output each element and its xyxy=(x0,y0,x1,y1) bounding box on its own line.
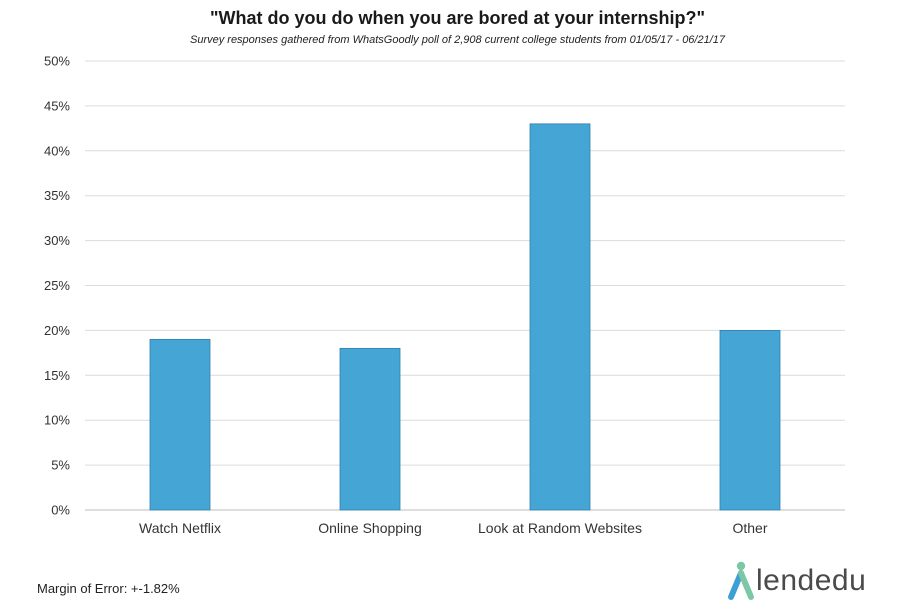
bar xyxy=(719,329,781,511)
y-tick-label: 10% xyxy=(44,413,70,428)
x-axis: Watch Netflix Online Shopping Look at Rand… xyxy=(139,520,768,536)
y-tick-label: 50% xyxy=(44,54,70,69)
y-tick-label: 40% xyxy=(44,143,70,158)
y-tick-label: 0% xyxy=(51,503,70,518)
y-tick-label: 5% xyxy=(51,458,70,473)
bar xyxy=(529,123,591,511)
y-tick-label: 35% xyxy=(44,188,70,203)
y-tick-label: 15% xyxy=(44,368,70,383)
brand-logo: lendedu xyxy=(726,560,896,604)
bar xyxy=(339,347,401,511)
x-tick-label: Other xyxy=(732,520,767,536)
gridlines xyxy=(85,60,845,511)
lendedu-logo-icon xyxy=(728,561,754,600)
bar xyxy=(149,338,211,511)
x-tick-label: Look at Random Websites xyxy=(478,520,642,536)
bars xyxy=(149,123,781,511)
margin-of-error-note: Margin of Error: +-1.82% xyxy=(37,581,180,596)
chart-title: "What do you do when you are bored at yo… xyxy=(209,8,706,28)
x-tick-label: Online Shopping xyxy=(318,520,422,536)
y-tick-label: 30% xyxy=(44,233,70,248)
y-tick-label: 20% xyxy=(44,323,70,338)
y-tick-label: 25% xyxy=(44,278,70,293)
y-axis: 0% 5% 10% 15% 20% 25% 30% 35% 40% 45% 50% xyxy=(44,54,70,518)
y-tick-label: 45% xyxy=(44,98,70,113)
brand-name: lendedu xyxy=(756,564,867,597)
chart-subtitle: Survey responses gathered from WhatsGood… xyxy=(189,34,726,46)
x-tick-label: Watch Netflix xyxy=(139,520,221,536)
